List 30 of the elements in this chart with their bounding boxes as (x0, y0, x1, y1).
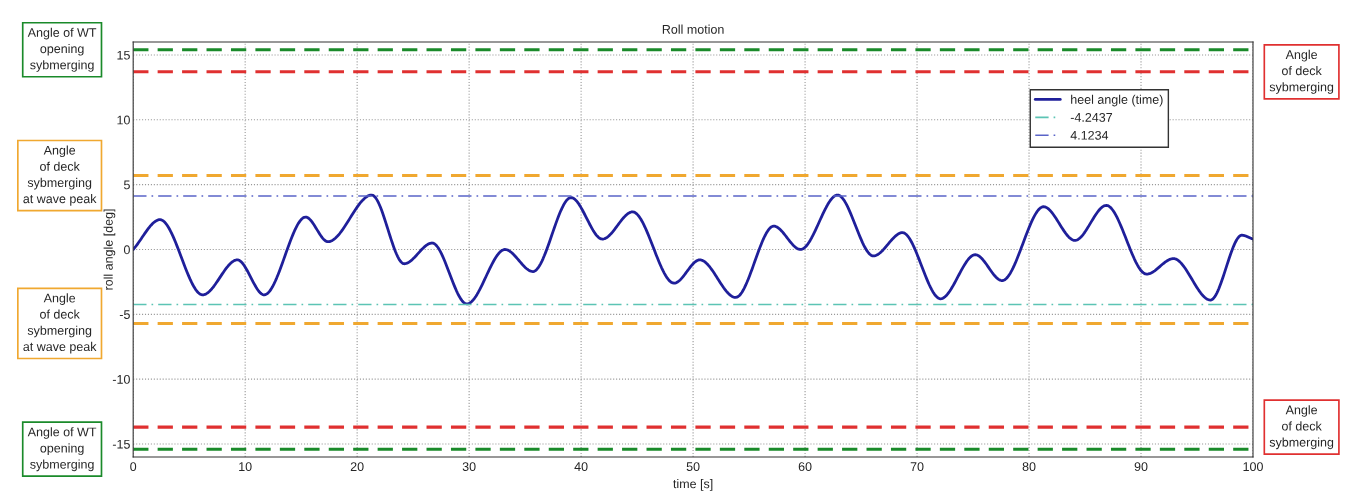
x-tick-label: 60 (798, 462, 812, 472)
x-tick-label: 90 (1134, 462, 1148, 472)
ref-line-label: Angle of deck sybmerging at wave peak (23, 145, 97, 206)
legend-label: -4.2437 (1070, 112, 1113, 122)
chart-title: Roll motion (662, 24, 724, 34)
x-tick-label: 0 (130, 462, 137, 472)
legend-label: 4.1234 (1070, 130, 1109, 140)
y-tick-label: -5 (119, 310, 130, 319)
y-tick-label: 10 (117, 115, 130, 125)
y-tick-label: 15 (117, 50, 130, 60)
ref-line-label: Angle of WT opening sybmerging (27, 27, 97, 72)
x-tick-label: 50 (686, 462, 700, 472)
x-tick-label: 20 (350, 462, 364, 472)
legend-label: heel angle (time) (1071, 94, 1163, 107)
x-tick-label: 100 (1243, 462, 1263, 472)
x-tick-label: 30 (462, 462, 476, 472)
ref-line-label: Angle of WT opening sybmerging (27, 427, 97, 472)
ref-line-label: Angle of deck sybmerging (1269, 49, 1334, 94)
y-axis-title: roll angle [deg] (103, 209, 116, 290)
y-tick-label: 5 (123, 180, 130, 190)
x-axis-title: time [s] (673, 479, 713, 491)
x-tick-label: 40 (574, 462, 588, 472)
x-tick-label: 10 (239, 462, 252, 472)
x-tick-label: 70 (910, 462, 924, 472)
y-tick-label: -10 (112, 374, 130, 384)
y-tick-label: 0 (123, 245, 130, 255)
ref-line-label: Angle of deck sybmerging (1269, 405, 1334, 450)
y-tick-label: -15 (112, 439, 130, 449)
x-tick-label: 80 (1022, 462, 1036, 472)
ref-line-label: Angle of deck sybmerging at wave peak (23, 293, 97, 354)
